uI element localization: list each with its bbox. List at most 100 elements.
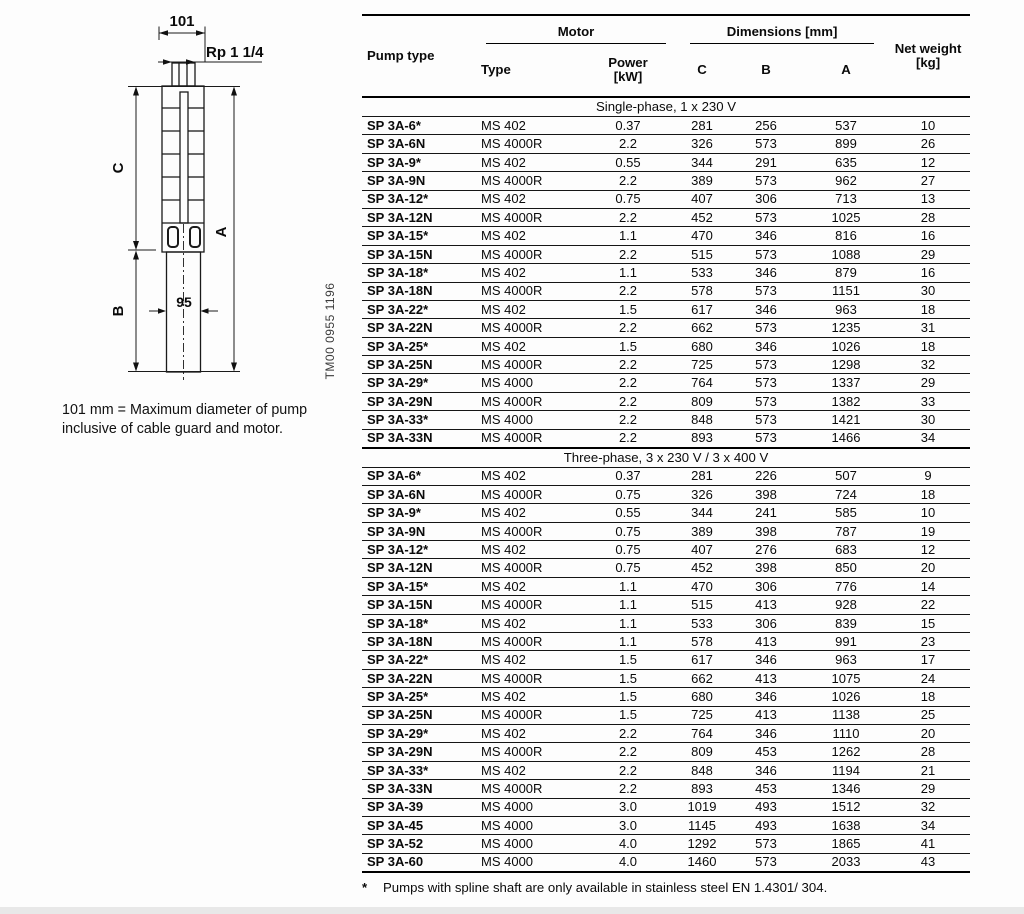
cell-pump-type: SP 3A-12* <box>362 540 474 559</box>
cell-net-weight: 21 <box>886 760 971 780</box>
cell-dim-b: 346 <box>726 687 806 707</box>
cell-power-kw: 3.0 <box>578 815 678 835</box>
table-row: SP 3A-12* MS 402 0.75 407 306 713 13 <box>362 189 971 209</box>
cell-dim-c: 893 <box>678 779 726 799</box>
table-row: SP 3A-9N MS 4000R 0.75 389 398 787 19 <box>362 521 971 541</box>
table-row: SP 3A-9* MS 402 0.55 344 291 635 12 <box>362 152 971 172</box>
cell-pump-type: SP 3A-18N <box>362 632 474 651</box>
table-row: SP 3A-39 MS 4000 3.0 1019 493 1512 32 <box>362 797 971 817</box>
cell-power-kw: 2.2 <box>578 318 678 338</box>
table-row: SP 3A-18N MS 4000R 2.2 578 573 1151 30 <box>362 281 971 301</box>
cell-dim-b: 346 <box>726 650 806 670</box>
cell-dim-a: 1638 <box>806 815 887 835</box>
header-motor-type: Type <box>474 44 578 98</box>
cell-motor-type: MS 4000R <box>474 171 578 191</box>
cell-dim-a: 1194 <box>806 760 887 780</box>
cell-power-kw: 1.1 <box>578 632 678 651</box>
cell-motor-type: MS 4000R <box>474 244 578 264</box>
cell-pump-type: SP 3A-15N <box>362 595 474 615</box>
cell-dim-c: 680 <box>678 687 726 707</box>
cell-power-kw: 0.75 <box>578 189 678 209</box>
cell-net-weight: 23 <box>886 632 971 651</box>
cell-dim-c: 1460 <box>678 852 726 872</box>
voltage-section-row: Single-phase, 1 x 230 V <box>362 96 971 117</box>
table-row: SP 3A-33N MS 4000R 2.2 893 573 1466 34 <box>362 428 971 448</box>
cell-power-kw: 0.55 <box>578 503 678 523</box>
cell-net-weight: 13 <box>886 189 971 209</box>
cell-motor-type: MS 402 <box>474 613 578 633</box>
cell-dim-a: 1026 <box>806 687 887 707</box>
cell-power-kw: 1.1 <box>578 613 678 633</box>
cell-dim-b: 453 <box>726 779 806 799</box>
cell-net-weight: 16 <box>886 226 971 246</box>
cell-power-kw: 1.5 <box>578 668 678 688</box>
cell-dim-a: 1075 <box>806 668 887 688</box>
cell-dim-b: 573 <box>726 410 806 430</box>
dim-b-label: B <box>110 305 127 316</box>
cell-net-weight: 20 <box>886 558 971 578</box>
cell-pump-type: SP 3A-25N <box>362 705 474 725</box>
cell-dim-b: 573 <box>726 391 806 411</box>
table-row: SP 3A-25N MS 4000R 2.2 725 573 1298 32 <box>362 355 971 374</box>
voltage-section-title: Three-phase, 3 x 230 V / 3 x 400 V <box>362 446 971 468</box>
cell-dim-c: 389 <box>678 171 726 191</box>
cell-motor-type: MS 4000R <box>474 632 578 651</box>
cell-dim-c: 725 <box>678 355 726 374</box>
cell-motor-type: MS 4000R <box>474 428 578 448</box>
motor-diameter-label: 95 <box>176 294 192 310</box>
cell-dim-c: 848 <box>678 410 726 430</box>
thread-size-label: Rp 1 1/4 <box>206 44 264 61</box>
cell-pump-type: SP 3A-29N <box>362 742 474 762</box>
cell-dim-c: 1292 <box>678 834 726 854</box>
cell-net-weight: 31 <box>886 318 971 338</box>
cell-pump-type: SP 3A-25* <box>362 687 474 707</box>
cell-pump-type: SP 3A-60 <box>362 852 474 872</box>
cell-dim-b: 453 <box>726 742 806 762</box>
cell-power-kw: 2.2 <box>578 723 678 743</box>
cell-power-kw: 0.55 <box>578 152 678 172</box>
table-row: SP 3A-45 MS 4000 3.0 1145 493 1638 34 <box>362 815 971 835</box>
cell-dim-a: 899 <box>806 134 887 154</box>
cell-dim-c: 893 <box>678 428 726 448</box>
cell-dim-a: 1026 <box>806 336 887 356</box>
voltage-section-row: Three-phase, 3 x 230 V / 3 x 400 V <box>362 446 971 468</box>
cell-power-kw: 1.1 <box>578 595 678 615</box>
cell-dim-a: 928 <box>806 595 887 615</box>
cell-net-weight: 32 <box>886 355 971 374</box>
cell-dim-c: 470 <box>678 576 726 596</box>
cell-power-kw: 2.2 <box>578 742 678 762</box>
cell-dim-a: 1466 <box>806 428 887 448</box>
cell-dim-b: 346 <box>726 760 806 780</box>
cell-motor-type: MS 4000R <box>474 595 578 615</box>
spec-table-wrap: Pump type Motor Dimensions [mm] Net weig… <box>362 14 971 895</box>
cell-pump-type: SP 3A-25N <box>362 355 474 374</box>
table-row: SP 3A-18* MS 402 1.1 533 306 839 15 <box>362 613 971 633</box>
header-power: Power [kW] <box>578 44 678 98</box>
table-row: SP 3A-29* MS 402 2.2 764 346 1110 20 <box>362 723 971 743</box>
cell-dim-a: 1151 <box>806 281 887 301</box>
header-net-weight-line1: Net weight <box>894 41 962 57</box>
cell-power-kw: 0.75 <box>578 521 678 541</box>
table-row: SP 3A-33* MS 4000 2.2 848 573 1421 30 <box>362 410 971 430</box>
diagram-caption: 101 mm = Maximum diameter of pump inclus… <box>62 401 324 438</box>
cell-dim-c: 662 <box>678 668 726 688</box>
cell-dim-b: 573 <box>726 281 806 301</box>
header-power-line2: [kW] <box>613 69 643 84</box>
spec-table-body: Single-phase, 1 x 230 V SP 3A-6* MS 402 0.3… <box>362 96 971 872</box>
cell-power-kw: 0.75 <box>578 558 678 578</box>
table-row: SP 3A-15N MS 4000R 2.2 515 573 1088 29 <box>362 244 971 264</box>
cell-dim-c: 515 <box>678 244 726 264</box>
cell-net-weight: 10 <box>886 503 971 523</box>
cell-dim-c: 725 <box>678 705 726 725</box>
cell-net-weight: 12 <box>886 540 971 559</box>
header-dimensions-group: Dimensions [mm] <box>678 15 886 44</box>
cell-power-kw: 1.1 <box>578 226 678 246</box>
cell-net-weight: 29 <box>886 244 971 264</box>
table-row: SP 3A-18N MS 4000R 1.1 578 413 991 23 <box>362 632 971 651</box>
cell-net-weight: 22 <box>886 595 971 615</box>
cell-motor-type: MS 4000 <box>474 410 578 430</box>
cell-power-kw: 4.0 <box>578 834 678 854</box>
header-dim-c: C <box>678 44 726 98</box>
table-row: SP 3A-15* MS 402 1.1 470 306 776 14 <box>362 576 971 596</box>
cell-dim-a: 1110 <box>806 723 887 743</box>
